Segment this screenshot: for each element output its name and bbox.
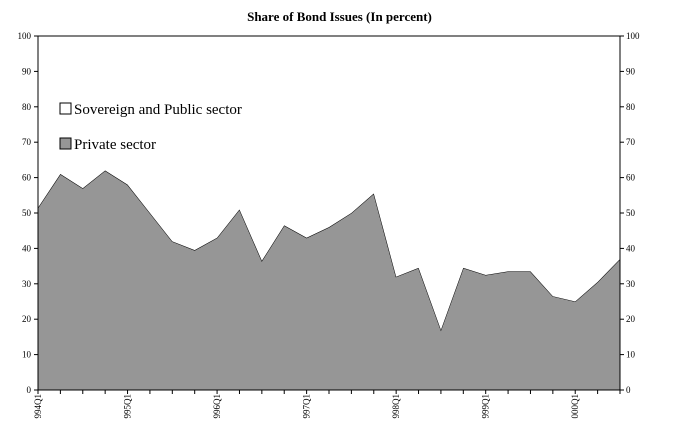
legend-label-private: Private sector bbox=[74, 137, 156, 153]
y-tick-label-right: 60 bbox=[626, 173, 636, 183]
y-tick-label-right: 30 bbox=[626, 279, 636, 289]
y-tick-label-right: 90 bbox=[626, 66, 636, 76]
y-tick-label-left: 100 bbox=[18, 31, 32, 41]
y-tick-label-right: 40 bbox=[626, 243, 636, 253]
sovereign-sector-area bbox=[38, 36, 620, 330]
legend-swatch-sovereign bbox=[59, 102, 72, 115]
x-tick-label: 000Q1 bbox=[570, 394, 580, 419]
plot-area bbox=[37, 36, 621, 391]
x-tick-label: 996Q1 bbox=[212, 394, 222, 419]
y-tick-label-right: 70 bbox=[626, 137, 636, 147]
y-tick-label-left: 40 bbox=[22, 243, 32, 253]
x-tick-label: 994Q1 bbox=[33, 394, 43, 419]
axes: 0 0 10 10 20 20 30 30 40 40 50 50 60 60 70 70 80 80 90 90 10… bbox=[18, 31, 641, 419]
y-tick-label-right: 100 bbox=[626, 31, 640, 41]
y-tick-label-right: 0 bbox=[626, 385, 631, 395]
legend-swatch-private bbox=[59, 137, 72, 150]
y-tick-label-right: 10 bbox=[626, 350, 636, 360]
legend-label-sovereign: Sovereign and Public sector bbox=[74, 102, 242, 118]
y-tick-label-left: 30 bbox=[22, 279, 32, 289]
chart-title: Share of Bond Issues (In percent) bbox=[247, 9, 432, 24]
y-tick-label-left: 0 bbox=[27, 385, 32, 395]
legend: Sovereign and Public sector Private sect… bbox=[59, 102, 242, 153]
x-tick-label: 995Q1 bbox=[123, 394, 133, 419]
y-tick-label-left: 50 bbox=[22, 208, 32, 218]
y-tick-label-left: 90 bbox=[22, 66, 32, 76]
y-tick-label-left: 70 bbox=[22, 137, 32, 147]
y-tick-label-left: 80 bbox=[22, 102, 32, 112]
y-tick-label-right: 20 bbox=[626, 314, 636, 324]
x-tick-label: 999Q1 bbox=[481, 394, 491, 419]
y-tick-label-left: 10 bbox=[22, 350, 32, 360]
y-tick-label-right: 50 bbox=[626, 208, 636, 218]
x-tick-label: 998Q1 bbox=[391, 394, 401, 419]
x-tick-label: 997Q1 bbox=[302, 394, 312, 419]
y-tick-label-left: 60 bbox=[22, 173, 32, 183]
y-tick-label-right: 80 bbox=[626, 102, 636, 112]
y-tick-label-left: 20 bbox=[22, 314, 32, 324]
